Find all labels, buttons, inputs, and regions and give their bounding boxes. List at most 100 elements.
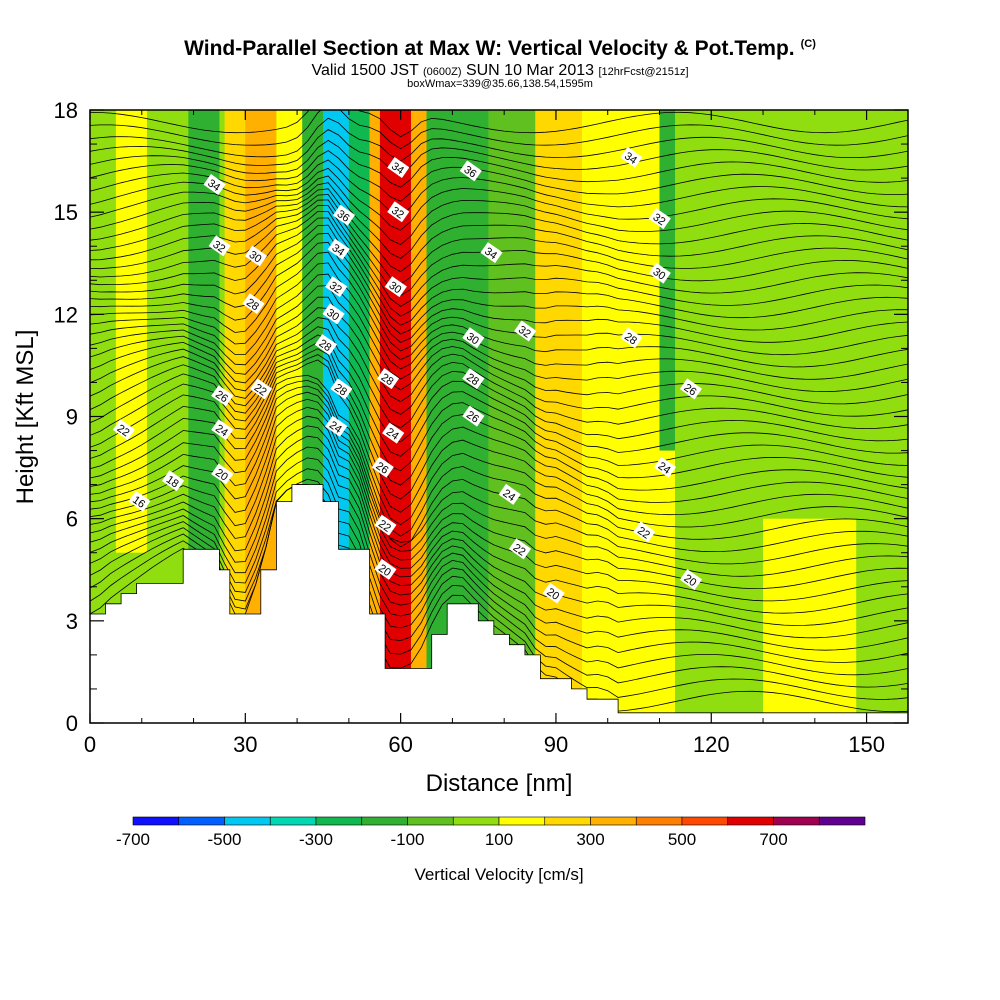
contour-label: 36 bbox=[459, 160, 482, 182]
valid-time: Valid 1500 JST bbox=[311, 62, 419, 79]
theta-contour bbox=[90, 398, 908, 577]
colorbar-tick-label: 500 bbox=[668, 830, 696, 849]
contour-label-text: 34 bbox=[622, 150, 639, 167]
y-axis-label: Height [Kft MSL] bbox=[12, 330, 39, 505]
colorbar-swatch bbox=[590, 816, 637, 826]
contour-label-text: 20 bbox=[544, 586, 561, 603]
contour-label-text: 28 bbox=[332, 382, 349, 399]
contour-label-text: 28 bbox=[464, 371, 481, 388]
colorbar-swatch bbox=[452, 816, 500, 826]
contour-label-box bbox=[211, 385, 234, 407]
chart-subtitle: Valid 1500 JST (0600Z) SUN 10 Mar 2013 [… bbox=[0, 62, 1000, 80]
contour-label: 26 bbox=[679, 378, 702, 400]
contour-label-box bbox=[112, 419, 136, 441]
theta-contour bbox=[90, 251, 908, 368]
contour-label: 30 bbox=[322, 303, 345, 325]
contour-label-box bbox=[633, 521, 656, 543]
contour-label-text: 30 bbox=[247, 249, 264, 266]
contour-label-box bbox=[327, 238, 350, 260]
theta-contour bbox=[90, 217, 908, 326]
contour-label-box bbox=[498, 483, 521, 505]
contour-label-text: 28 bbox=[622, 331, 639, 348]
theta-contour bbox=[90, 175, 908, 245]
x-tick-label: 30 bbox=[233, 732, 257, 757]
contour-label-box bbox=[679, 569, 702, 591]
contour-label-box bbox=[244, 245, 268, 267]
contour-label: 30 bbox=[244, 245, 268, 267]
contour-label: 24 bbox=[325, 415, 348, 437]
contour-label: 28 bbox=[462, 368, 485, 390]
contour-label: 22 bbox=[633, 521, 656, 543]
colorbar-swatch bbox=[544, 816, 591, 826]
colorbar-tick-label: -500 bbox=[207, 830, 241, 849]
y-tick-label: 12 bbox=[54, 302, 78, 327]
contour-label: 28 bbox=[376, 368, 400, 390]
contour-label-text: 22 bbox=[635, 525, 652, 542]
x-tick-label: 120 bbox=[693, 732, 730, 757]
contour-label: 26 bbox=[462, 405, 485, 427]
colorbar-swatch bbox=[178, 816, 225, 826]
y-tick-label: 18 bbox=[54, 98, 78, 123]
contour-label-box bbox=[211, 419, 234, 441]
terrain-profile bbox=[90, 484, 908, 723]
contour-label-text: 34 bbox=[329, 242, 346, 259]
terrain bbox=[90, 484, 908, 723]
velocity-band-14 bbox=[535, 110, 582, 723]
y-tick-label: 0 bbox=[66, 711, 78, 736]
contour-labels: 34 32 30 28 22 26 24 22 20 18 16 36 34 32 30 28 28 24 34 32… bbox=[112, 146, 702, 604]
contour-label-box bbox=[542, 582, 565, 604]
theta-contour bbox=[90, 210, 908, 317]
colorbar-swatch bbox=[498, 816, 546, 826]
contour-label: 22 bbox=[249, 378, 273, 400]
colorbar-label: Vertical Velocity [cm/s] bbox=[414, 865, 583, 884]
colorbar-swatch bbox=[132, 816, 180, 826]
contour-label: 26 bbox=[371, 456, 394, 478]
contour-label-text: 34 bbox=[389, 160, 406, 177]
contour-label-box bbox=[462, 368, 485, 390]
contour-label: 30 bbox=[462, 327, 485, 349]
theta-contour bbox=[90, 232, 908, 343]
theta-contour bbox=[90, 406, 908, 590]
theta-contours bbox=[90, 110, 908, 713]
theta-contour bbox=[90, 468, 908, 663]
contour-label-text: 34 bbox=[205, 177, 222, 194]
contour-label-text: 26 bbox=[373, 460, 390, 477]
contour-label-text: 24 bbox=[656, 460, 673, 477]
theta-contour bbox=[90, 307, 908, 429]
contour-label: 32 bbox=[514, 320, 537, 342]
x-axis-label: Distance [nm] bbox=[426, 770, 573, 797]
contour-label-text: 32 bbox=[389, 205, 406, 222]
contour-label: 24 bbox=[498, 483, 521, 505]
contour-label-box bbox=[679, 378, 702, 400]
contour-label: 28 bbox=[242, 293, 265, 315]
contour-label-box bbox=[382, 422, 405, 444]
theta-contour bbox=[90, 425, 908, 614]
colorbar-tick-label: 100 bbox=[485, 830, 513, 849]
contour-label-text: 28 bbox=[379, 371, 396, 388]
contour-label-text: 26 bbox=[213, 388, 230, 405]
contour-label-box bbox=[387, 201, 410, 223]
theta-contour bbox=[90, 159, 908, 217]
contour-label: 32 bbox=[648, 208, 671, 230]
contour-label-box bbox=[242, 293, 265, 315]
contour-label-box bbox=[387, 157, 410, 178]
colorbar-swatch bbox=[635, 816, 683, 826]
theta-contour bbox=[90, 262, 908, 380]
contour-label-box bbox=[322, 303, 345, 325]
x-tick-label: 90 bbox=[544, 732, 568, 757]
velocity-band-11 bbox=[410, 110, 427, 723]
contour-label-text: 24 bbox=[327, 419, 344, 436]
contour-label-text: 26 bbox=[464, 409, 481, 426]
contour-label: 24 bbox=[211, 419, 234, 441]
theta-contour bbox=[90, 273, 908, 393]
contour-label-box bbox=[514, 320, 537, 342]
contour-label-text: 30 bbox=[324, 307, 341, 324]
colorbar-tick-label: 300 bbox=[576, 830, 604, 849]
contour-label-box bbox=[203, 174, 226, 195]
colorbar-swatch bbox=[315, 816, 363, 826]
contour-label: 20 bbox=[211, 463, 234, 485]
contour-label-text: 20 bbox=[682, 572, 699, 589]
copyright-mark: (C) bbox=[800, 38, 816, 50]
contour-label-box bbox=[374, 514, 397, 536]
